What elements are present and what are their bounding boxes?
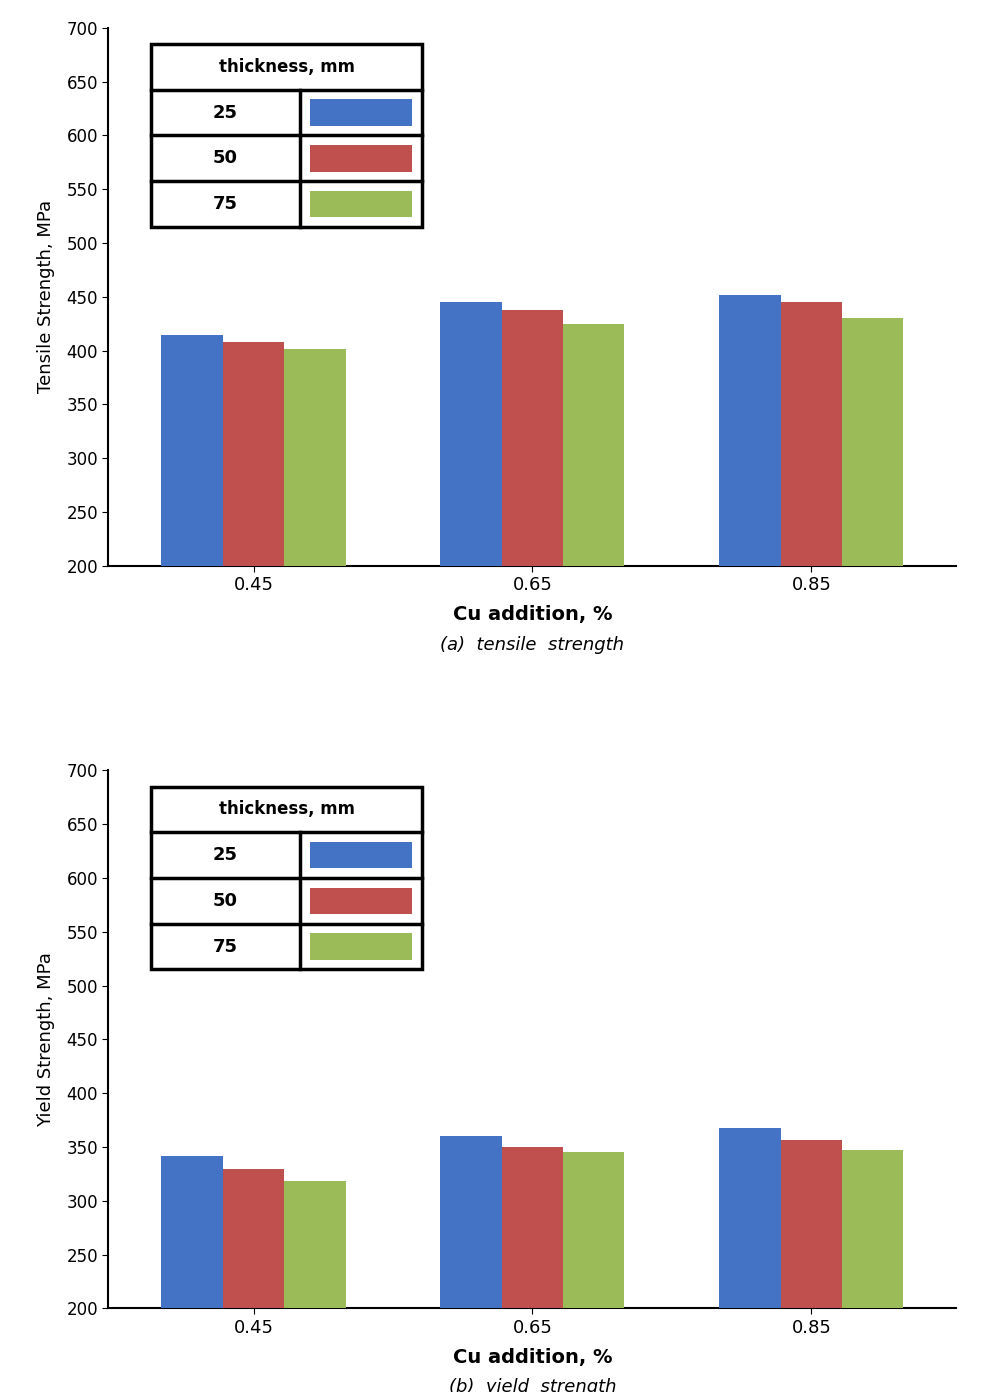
Bar <box>563 1153 624 1392</box>
Bar <box>781 302 842 781</box>
Y-axis label: Tensile Strength, MPa: Tensile Strength, MPa <box>37 200 55 394</box>
Bar <box>502 310 563 781</box>
Bar <box>441 302 502 781</box>
Bar <box>842 1150 903 1392</box>
Bar <box>162 334 223 781</box>
Bar <box>223 1168 284 1392</box>
Bar <box>781 1140 842 1392</box>
Text: 50: 50 <box>213 149 238 167</box>
X-axis label: Cu addition, %: Cu addition, % <box>453 606 612 625</box>
Text: thickness, mm: thickness, mm <box>219 800 355 818</box>
Text: thickness, mm: thickness, mm <box>219 58 355 75</box>
Bar <box>223 342 284 781</box>
Bar <box>441 1136 502 1392</box>
Text: 75: 75 <box>213 195 238 213</box>
Bar <box>502 1147 563 1392</box>
Bar <box>284 348 345 781</box>
Text: (a)  tensile  strength: (a) tensile strength <box>441 636 624 654</box>
Bar <box>311 145 412 171</box>
Bar <box>311 842 412 869</box>
Bar <box>151 786 422 969</box>
Text: 75: 75 <box>213 938 238 956</box>
Bar <box>311 99 412 125</box>
Text: 25: 25 <box>213 846 238 864</box>
Bar <box>151 45 422 227</box>
Y-axis label: Yield Strength, MPa: Yield Strength, MPa <box>37 952 55 1128</box>
Bar <box>720 1128 781 1392</box>
Bar <box>162 1155 223 1392</box>
Text: 50: 50 <box>213 892 238 910</box>
Bar <box>311 934 412 960</box>
Bar <box>311 191 412 217</box>
Bar <box>284 1182 345 1392</box>
Bar <box>842 319 903 781</box>
Bar <box>563 324 624 781</box>
Text: 25: 25 <box>213 103 238 121</box>
X-axis label: Cu addition, %: Cu addition, % <box>453 1347 612 1367</box>
Text: (b)  yield  strength: (b) yield strength <box>449 1378 616 1392</box>
Bar <box>311 888 412 915</box>
Bar <box>720 295 781 781</box>
